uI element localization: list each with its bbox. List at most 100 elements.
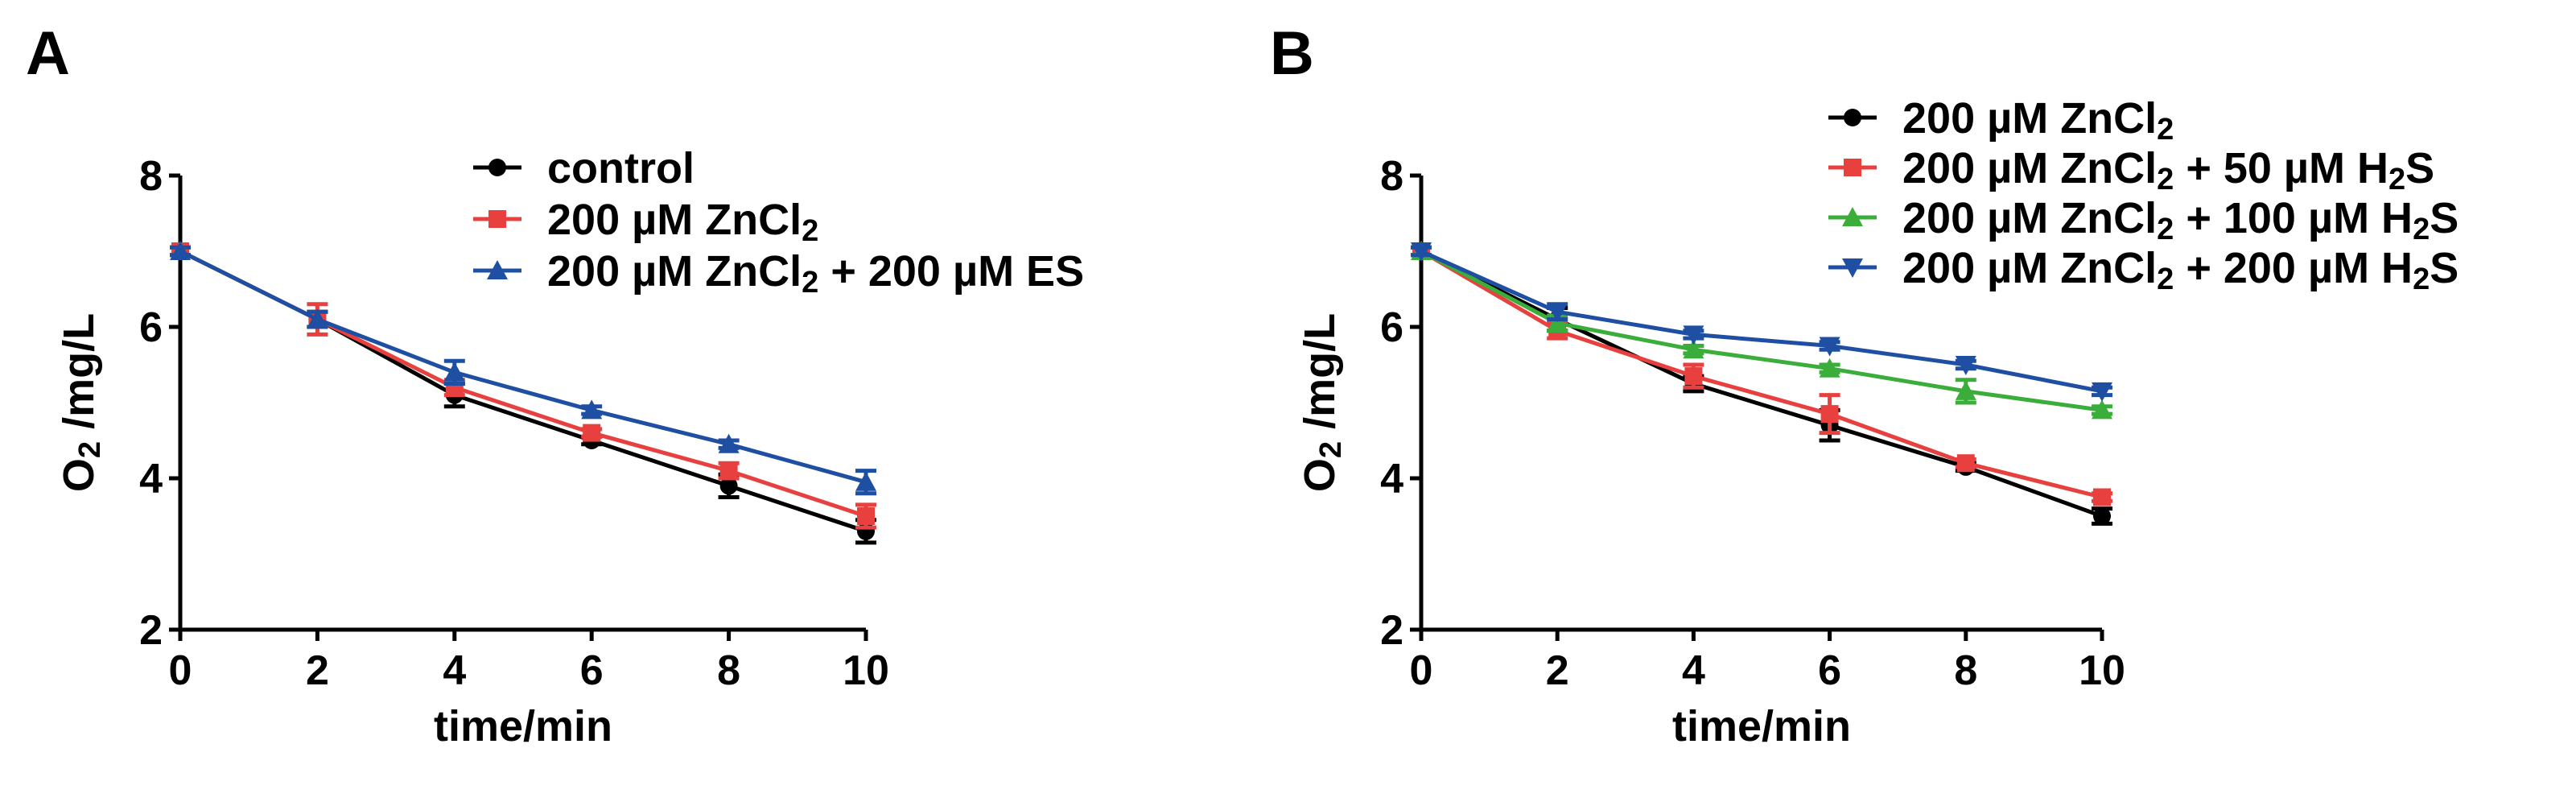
data-point [1547,303,1568,323]
series-line [1420,249,2103,519]
legend-entry: 200 µM ZnCl2 + 200 µM H2S [1902,244,2459,296]
panel-letter-a: A [26,19,70,88]
x-tick-label: 4 [443,647,466,694]
data-point [1684,367,1703,386]
legend-text-part: 200 µM ZnCl [547,247,802,296]
x-axis-label: time/min [434,702,612,750]
legend-subscript: 2 [802,266,818,300]
y-tick-label: 6 [1380,304,1403,351]
y-tick-label: 4 [1380,456,1403,502]
data-point [2093,488,2111,506]
legend-subscript: 2 [2157,262,2174,296]
legend-text-part: 200 µM ZnCl [1902,144,2157,192]
legend-text-part: 200 µM ZnCl [547,196,802,244]
y-tick-label: 2 [1380,607,1403,654]
data-point [1956,454,1975,473]
data-point [1411,242,1432,262]
data-point [581,399,603,420]
x-tick-label: 6 [1818,647,1841,694]
legend-entry: 200 µM ZnCl2 [1902,94,2174,147]
x-tick-label: 8 [717,647,740,694]
data-point [719,477,738,495]
legend-text-part: + 200 µM ES [818,247,1084,296]
legend-text-part: 200 µM ZnCl [1902,194,2157,242]
legend-entry: 200 µM ZnCl2 + 100 µM H2S [1902,194,2459,246]
y-tick-label: 4 [139,456,163,502]
data-point [2092,382,2112,402]
x-tick-label: 10 [843,647,889,694]
y-axis-label-part: O [1296,458,1344,492]
data-point [719,461,738,480]
x-tick-label: 8 [1954,647,1977,694]
legend-marker [1842,207,1863,226]
legend-entry: 200 µM ZnCl2 [547,196,818,248]
data-point [2092,399,2112,420]
data-point [1683,325,1704,345]
legend-text-part: S [2430,194,2459,242]
legend-marker [1842,258,1863,278]
series-3 [1411,242,2112,402]
legend-entry: 200 µM ZnCl2 + 200 µM ES [547,247,1084,300]
legend-text-part: control [547,144,694,192]
data-point [1819,337,1840,357]
legend-marker [1844,159,1861,176]
data-point [1820,405,1839,424]
data-point [718,433,740,453]
y-axis-label-part: /mg/L [1296,313,1344,441]
legend-marker [1844,109,1861,126]
series-line [1420,249,2103,499]
panel-letter-b: B [1270,19,1314,88]
legend-text-part: + 50 µM H [2174,144,2388,192]
legend-subscript: 2 [2157,113,2174,147]
data-point [1683,339,1704,359]
x-axis-label: time/min [1672,702,1851,750]
data-point [443,362,465,382]
x-tick-label: 0 [169,647,192,694]
legend-entry: control [547,144,694,192]
legend-subscript: 2 [2413,213,2430,246]
legend-text-part: S [2405,144,2434,192]
data-point [855,471,876,491]
x-tick-label: 10 [2079,647,2125,694]
y-axis-label-part: O [55,458,103,492]
series-line [1420,249,2103,412]
data-point [1955,380,1976,400]
data-point [1819,358,1840,378]
series-2 [170,241,876,496]
legend-text-part: S [2430,244,2459,292]
legend-subscript: 2 [2413,262,2430,296]
legend-text-part: + 100 µM H [2174,194,2413,242]
legend-subscript: 2 [2157,213,2174,246]
x-tick-label: 4 [1682,647,1705,694]
series-line [179,249,867,485]
y-tick-label: 6 [139,304,163,351]
legend-subscript: 2 [802,214,818,248]
legend-entry: 200 µM ZnCl2 + 50 µM H2S [1902,144,2434,196]
y-tick-label: 8 [1380,153,1403,200]
legend-marker [488,159,506,176]
x-tick-label: 2 [306,647,329,694]
legend-subscript: 2 [2157,163,2174,196]
data-point [1547,312,1568,333]
y-axis-label: O2 /mg/L [55,313,107,492]
y-axis-label-part: /mg/L [55,313,103,441]
data-point [857,507,875,525]
y-axis-label: O2 /mg/L [1296,313,1348,492]
y-tick-label: 8 [139,153,163,200]
y-axis-label-subscript: 2 [1314,441,1348,458]
legend-text-part: 200 µM ZnCl [1902,244,2157,292]
legend-text-part: 200 µM ZnCl [1902,94,2157,143]
series-line [1420,249,2103,394]
data-point [307,308,328,329]
data-point [2093,507,2111,525]
legend-marker [487,260,508,279]
y-axis-label-subscript: 2 [73,441,107,458]
data-point [1955,356,1976,375]
x-tick-label: 6 [580,647,604,694]
legend-subscript: 2 [2388,163,2405,196]
data-point [170,241,191,260]
x-tick-label: 2 [1546,647,1569,694]
